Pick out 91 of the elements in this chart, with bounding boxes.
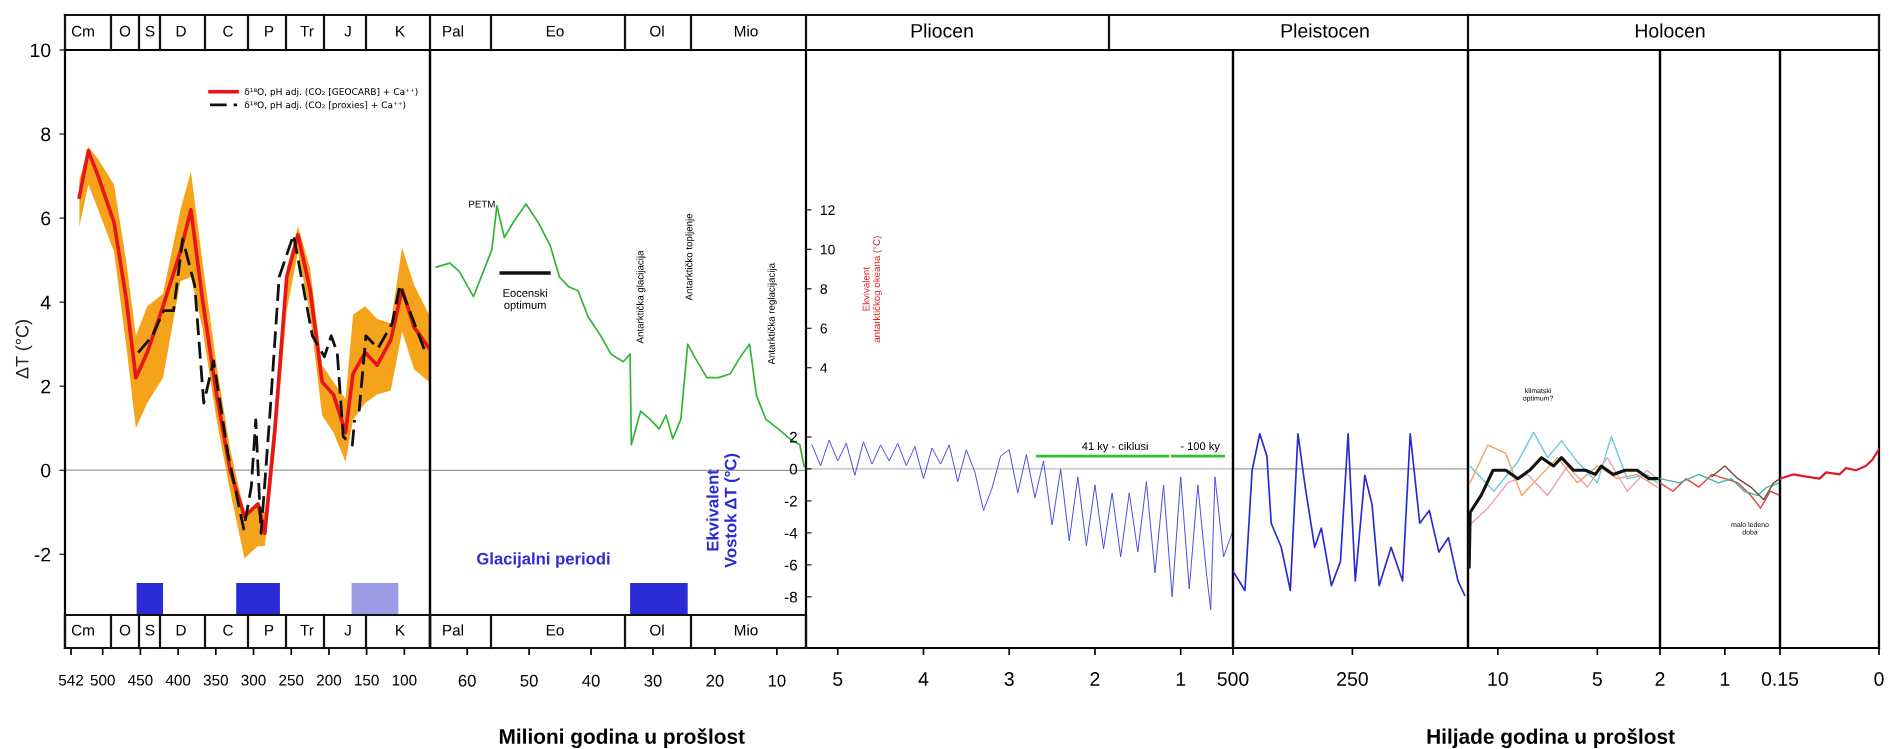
legend-label: δ¹⁸O, pH adj. (CO₂ [GEOCARB] + Ca⁺⁺): [244, 88, 418, 97]
text: Cm: [71, 25, 94, 37]
y-tick-label: 10: [820, 244, 835, 255]
x-axis-title: Hiljade godina u prošlost: [1427, 728, 1675, 749]
x-tick-label: 100: [392, 674, 417, 686]
text: Eo: [546, 25, 564, 37]
y-axis-title: Ekvivalent antarktičkog okeana (°C): [862, 236, 882, 343]
annotation: Mio: [734, 624, 758, 636]
x-tick-label: 1: [1176, 672, 1186, 686]
annotation: Ol: [650, 624, 664, 636]
y-tick-label: 0: [789, 463, 798, 475]
x-tick-label: 150: [355, 674, 379, 686]
x-tick-label: 60: [458, 674, 476, 687]
text: D: [176, 25, 186, 37]
text: J: [344, 25, 351, 37]
x-tick-label: 0.15: [1761, 672, 1799, 686]
x-axis-title: Milioni godina u prošlost: [499, 728, 745, 749]
annotation: D: [176, 624, 186, 636]
text: Mio: [734, 25, 758, 37]
text: Pliocen: [911, 23, 973, 38]
y-tick-label: 6: [820, 323, 827, 334]
annotation: Pal: [443, 624, 464, 636]
y-tick-label: 2: [41, 379, 51, 394]
x-tick-label: 200: [316, 674, 342, 686]
y-tick-label: -2: [784, 495, 797, 507]
annotation: Eo: [546, 624, 564, 636]
text: Ol: [650, 25, 664, 37]
text: C: [223, 25, 233, 37]
text: Holocen: [1635, 23, 1705, 38]
y-tick-label: 0: [41, 463, 51, 478]
x-tick-label: 1: [1720, 672, 1730, 686]
annotation: Antarktička reglacijacija: [767, 262, 777, 365]
x-tick-label: 40: [582, 674, 600, 687]
annotation: Cm: [71, 624, 94, 636]
text: Pal: [443, 25, 464, 37]
annotation: J: [344, 624, 351, 636]
text: Pleistocen: [1281, 23, 1369, 38]
annotation: K: [396, 624, 405, 636]
y-tick-label: 8: [41, 127, 51, 142]
x-tick-label: 10: [768, 674, 786, 687]
y-axis-title: ΔT (°C): [15, 320, 33, 379]
y-tick-label: -8: [784, 591, 797, 603]
x-tick-label: 3: [1004, 672, 1014, 686]
x-tick-label: 50: [520, 674, 538, 687]
annotation: Tr: [300, 624, 314, 636]
annotation: O: [119, 624, 131, 636]
y-tick-label: -4: [784, 527, 798, 539]
x-tick-label: 5: [833, 672, 843, 686]
x-tick-label: 4: [918, 672, 929, 686]
y-tick-label: -2: [34, 547, 51, 562]
annotation: - 100 ky: [1180, 441, 1220, 453]
band-label: Glacijalni periodi: [477, 552, 610, 568]
x-tick-label: 500: [90, 674, 115, 686]
annotation: Antarktičko topljenje: [685, 213, 695, 301]
annotation: S: [145, 624, 155, 636]
x-tick-label: 542: [58, 674, 84, 686]
annotation: PETM: [469, 200, 495, 208]
text: K: [396, 25, 405, 37]
x-tick-label: 5: [1592, 672, 1602, 686]
x-tick-label: 20: [706, 674, 724, 687]
x-tick-label: 300: [241, 674, 266, 686]
x-tick-label: 30: [644, 674, 662, 687]
text: Tr: [300, 25, 314, 37]
y-tick-label: 6: [41, 211, 51, 226]
y-tick-label: 4: [40, 295, 51, 310]
x-tick-label: 2: [1655, 672, 1665, 686]
legend-label: δ¹⁸O, pH adj. (CO₂ [proxies] + Ca⁺⁺): [244, 101, 406, 111]
x-tick-label: 250: [1337, 672, 1368, 686]
y-tick-label: -6: [784, 559, 797, 571]
y-tick-label: 12: [820, 205, 835, 215]
text: P: [265, 25, 274, 37]
x-tick-label: 10: [1488, 672, 1508, 686]
y-tick-label: 2: [789, 431, 797, 443]
text: S: [145, 25, 155, 37]
x-tick-label: 250: [279, 674, 304, 686]
x-tick-label: 2: [1090, 672, 1100, 686]
text: O: [119, 25, 131, 37]
x-tick-label: 350: [203, 674, 228, 686]
annotation: Eocenski optimum: [503, 288, 547, 312]
y-axis-title: Ekvivalent Vostok ΔT (°C): [706, 453, 740, 568]
y-tick-label: 4: [820, 363, 828, 373]
x-tick-label: 500: [1217, 672, 1249, 686]
y-tick-label: 10: [30, 43, 51, 58]
y-tick-label: 8: [820, 284, 828, 294]
annotation: C: [223, 624, 233, 636]
annotation: 41 ky - ciklusi: [1082, 441, 1148, 453]
x-tick-label: 400: [165, 674, 191, 686]
x-tick-label: 0: [1874, 672, 1884, 686]
annotation: P: [265, 624, 274, 636]
x-tick-label: 450: [128, 674, 153, 686]
annotation: Antarktička glacijacija: [636, 250, 646, 344]
